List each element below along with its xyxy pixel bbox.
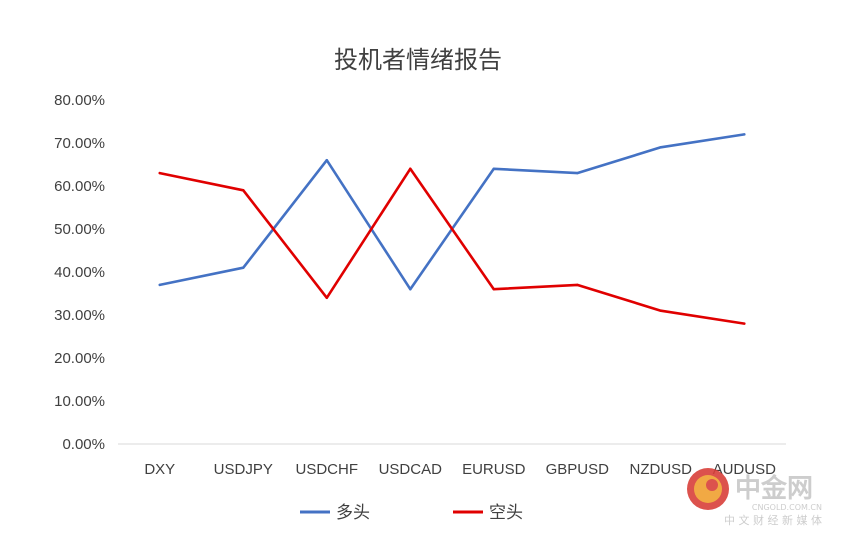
x-tick-label: EURUSD: [462, 461, 526, 478]
series-1-point: [743, 322, 746, 325]
logo-dot: [706, 479, 718, 491]
y-tick-label: 40.00%: [54, 264, 105, 281]
series-0-point: [743, 133, 746, 136]
x-tick-label: DXY: [144, 461, 175, 478]
watermark-brand: 中金网: [735, 473, 813, 504]
x-tick-label: NZDUSD: [630, 461, 693, 478]
legend-label-short: 空头: [489, 503, 523, 523]
series-0-point: [325, 159, 328, 162]
x-axis: DXY USDJPY USDCHF USDCAD EURUSD GBPUSD NZDUSD A…: [118, 443, 786, 478]
series-layer: [158, 133, 746, 325]
series-1-point: [325, 296, 328, 299]
y-tick-label: 60.00%: [54, 178, 105, 195]
series-0-point: [576, 171, 579, 175]
y-tick-label: 20.00%: [54, 350, 105, 367]
legend: 多头 空头: [300, 503, 523, 523]
series-1-point: [659, 309, 662, 312]
y-tick-label: 10.00%: [54, 393, 105, 410]
x-tick-label: AUDUSD: [713, 461, 777, 478]
watermark-logo: 中金网 CNGOLD.COM.CN 中 文 财 经 新 媒 体: [687, 468, 822, 527]
x-tick-label: GBPUSD: [546, 461, 610, 478]
series-1-point: [409, 167, 412, 170]
watermark-domain: CNGOLD.COM.CN: [752, 503, 822, 512]
series-line-1: [158, 167, 746, 325]
series-1-point: [158, 171, 161, 175]
series-0-point: [659, 146, 662, 149]
series-0-point: [409, 288, 412, 291]
y-tick-label: 80.00%: [54, 92, 105, 109]
series-line-0: [158, 133, 746, 291]
y-tick-label: 0.00%: [62, 436, 105, 453]
series-1-point: [242, 189, 245, 192]
x-tick-label: USDJPY: [214, 461, 273, 478]
series-0-point: [242, 266, 245, 269]
series-1-point: [576, 283, 579, 287]
legend-label-long: 多头: [336, 503, 370, 523]
watermark-tagline: 中 文 财 经 新 媒 体: [724, 513, 822, 527]
x-tick-label: USDCAD: [379, 461, 443, 478]
y-axis: 0.00% 10.00% 20.00% 30.00% 40.00% 50.00% 60.00…: [54, 92, 105, 453]
chart-title: 投机者情绪报告: [334, 46, 502, 74]
series-0-point: [492, 167, 495, 170]
y-tick-label: 50.00%: [54, 221, 105, 238]
y-tick-label: 70.00%: [54, 135, 105, 152]
series-0-point: [158, 283, 161, 287]
series-1-point: [492, 288, 495, 291]
y-tick-label: 30.00%: [54, 307, 105, 324]
x-tick-label: USDCHF: [296, 461, 359, 478]
